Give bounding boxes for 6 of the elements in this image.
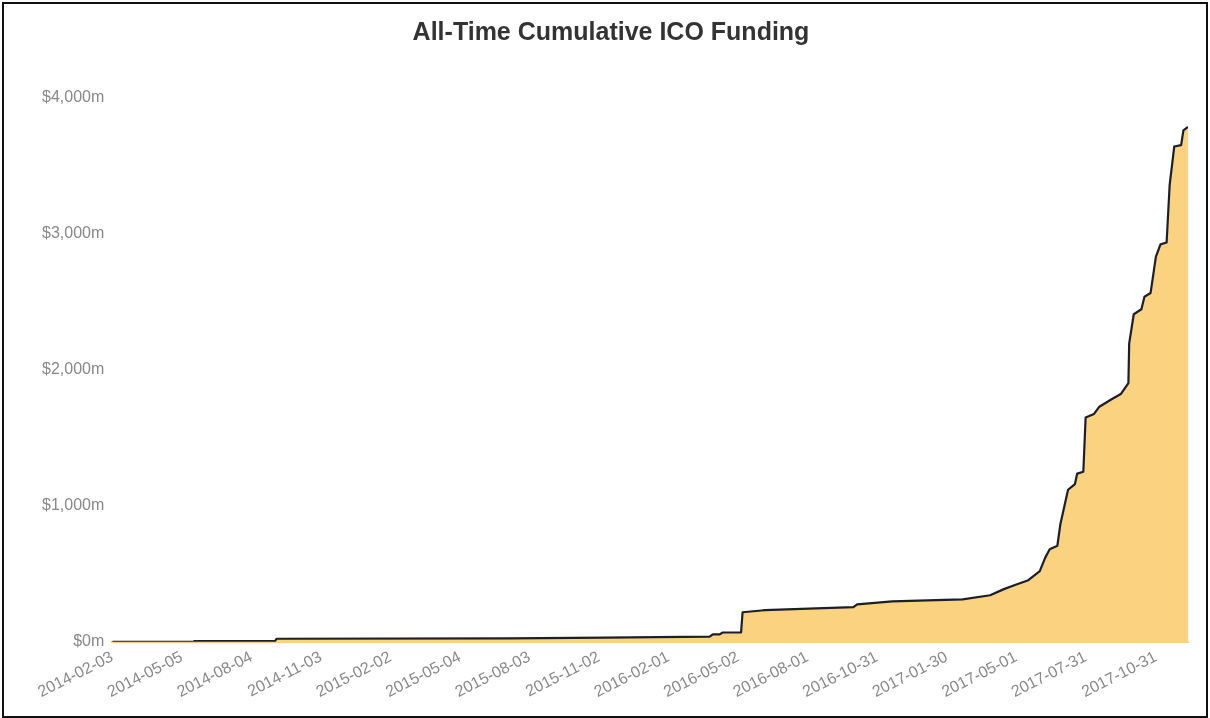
y-tick-label: $0m [73,632,105,650]
y-tick-label: $1,000m [42,496,105,514]
y-tick-label: $4,000m [42,88,105,106]
chart-title: All-Time Cumulative ICO Funding [412,16,810,45]
y-tick-label: $2,000m [42,360,105,378]
y-tick-label: $3,000m [42,224,105,242]
